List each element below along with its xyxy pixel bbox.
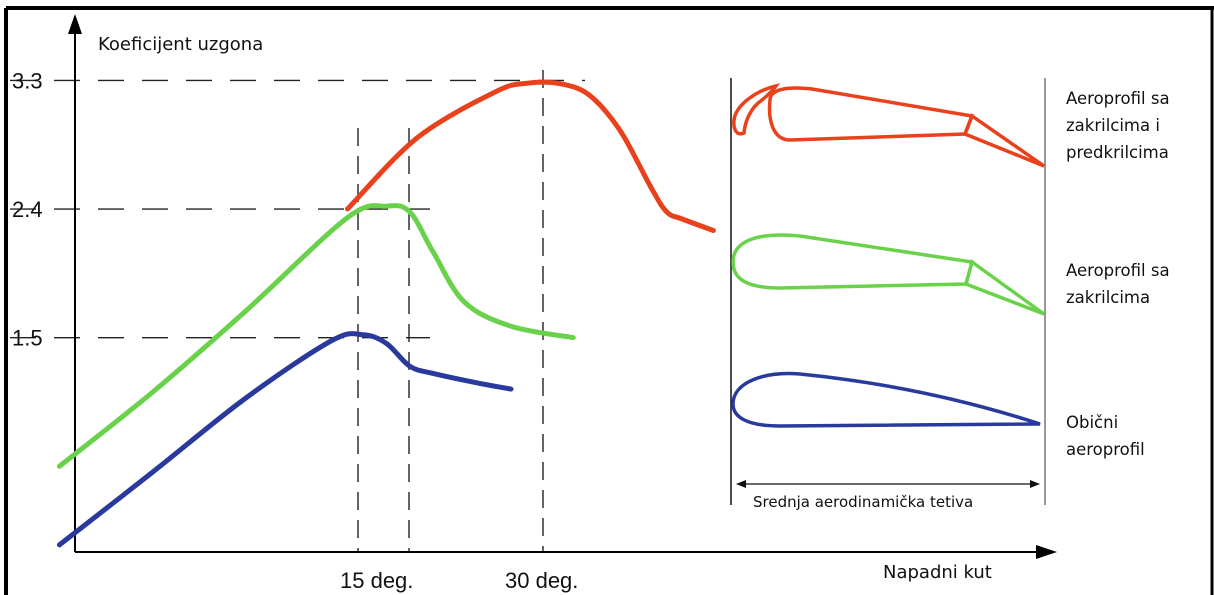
chord-label: Srednja aerodinamička tetiva [753, 493, 973, 511]
x-tick-label-0: 15 deg. [340, 568, 413, 593]
x-axis-arrow [1036, 545, 1057, 559]
series-group [56, 79, 716, 548]
series-plain-line [56, 331, 514, 548]
y-axis-title: Koeficijent uzgona [98, 34, 263, 55]
series-slats-flaps-line [345, 79, 716, 233]
y-tick-label-0: 3.3 [12, 68, 43, 93]
axes [68, 14, 1057, 559]
airfoil-flap-flap [963, 259, 1046, 316]
series-flaps-line [56, 203, 576, 469]
airfoil-slat-flap-main [767, 86, 975, 142]
reference-lines [10, 70, 585, 552]
y-tick-label-1: 2.4 [12, 197, 43, 222]
legend-label-1: Aeroprofil sa zakrilcima [1066, 261, 1170, 307]
airfoil-illustration: Srednja aerodinamička tetiva [730, 78, 1046, 511]
chord-arrow-left [736, 480, 746, 488]
y-tick-label-2: 1.5 [12, 326, 43, 351]
airfoil-slat-flap-flap [962, 113, 1045, 168]
legend: Aeroprofil sa zakrilcima i predkrilcima Aer… [1066, 89, 1170, 459]
airfoil-flap-main [731, 233, 975, 290]
x-axis-title: Napadni kut [883, 562, 992, 583]
y-tick-labels: 3.3 2.4 1.5 [12, 68, 43, 350]
legend-label-2: Obični aeroprofil [1066, 413, 1145, 459]
airfoil-slat-flap-slat [732, 83, 781, 136]
chord-arrow-right [1030, 480, 1040, 488]
x-tick-labels: 15 deg. 30 deg. [340, 568, 578, 593]
legend-label-0: Aeroprofil sa zakrilcima i predkrilcima [1066, 89, 1170, 162]
y-axis-arrow [68, 14, 82, 34]
x-tick-label-1: 30 deg. [505, 568, 578, 593]
airfoil-plain [731, 371, 1041, 428]
